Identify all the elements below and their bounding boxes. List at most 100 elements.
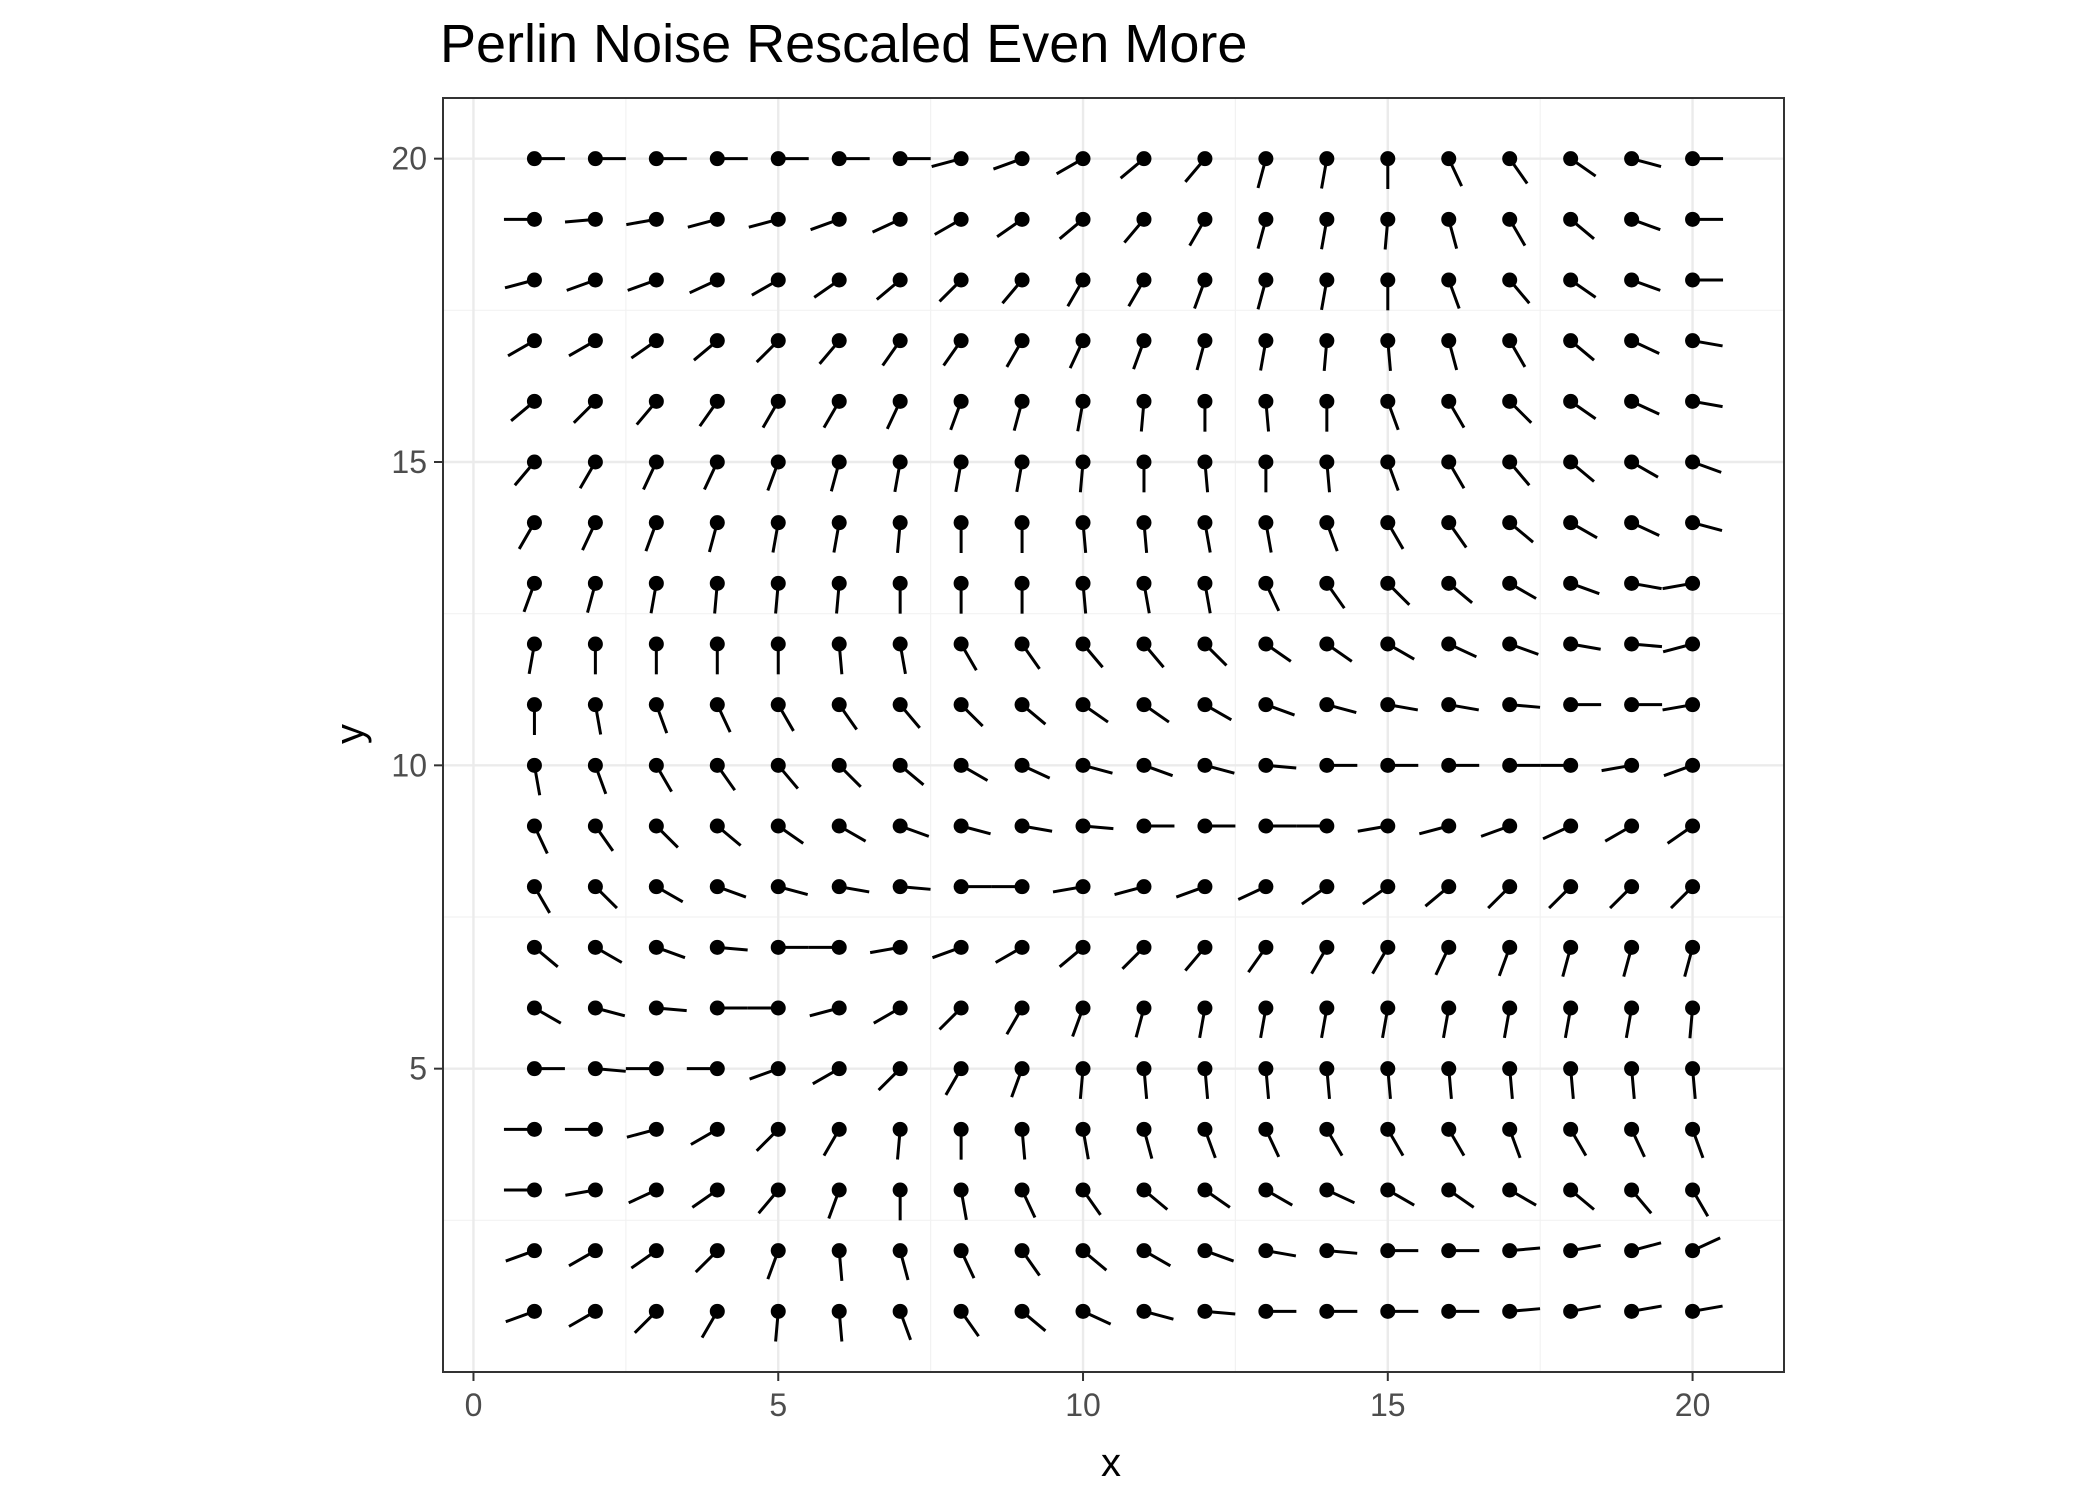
vector-point: [1319, 879, 1335, 895]
vector-point: [1136, 151, 1152, 167]
vector-point: [587, 211, 603, 227]
vector-point: [770, 515, 786, 531]
vector-point: [1014, 1000, 1030, 1016]
vector-point: [648, 211, 664, 227]
x-tick-label: 20: [1675, 1387, 1711, 1423]
vector-point: [526, 211, 542, 227]
vector-point: [1441, 272, 1457, 288]
vector-point: [1563, 272, 1579, 288]
vector-point: [648, 636, 664, 652]
vector-point: [953, 879, 969, 895]
vector-point: [709, 515, 725, 531]
vector-point: [1441, 1121, 1457, 1137]
vector-point: [1563, 393, 1579, 409]
vector-point: [1685, 1243, 1701, 1259]
vector-point: [1380, 211, 1396, 227]
vector-point: [953, 515, 969, 531]
vector-point: [1319, 818, 1335, 834]
vector-point: [1075, 697, 1091, 713]
vector-point: [1441, 1182, 1457, 1198]
vector-point: [1136, 1243, 1152, 1259]
vector-point: [1319, 393, 1335, 409]
vector-point: [587, 697, 603, 713]
vector-point: [1075, 757, 1091, 773]
vector-point: [1380, 151, 1396, 167]
vector-point: [1563, 1121, 1579, 1137]
vector-point: [1380, 1182, 1396, 1198]
vector-point: [1136, 393, 1152, 409]
vector-point: [1624, 757, 1640, 773]
vector-point: [648, 272, 664, 288]
vector-point: [1014, 697, 1030, 713]
vector-point: [1075, 1000, 1091, 1016]
vector-point: [1502, 1061, 1518, 1077]
vector-point: [1319, 939, 1335, 955]
vector-point: [1624, 575, 1640, 591]
x-tick-label: 5: [769, 1387, 787, 1423]
vector-point: [1380, 575, 1396, 591]
vector-point: [831, 515, 847, 531]
vector-point: [648, 515, 664, 531]
vector-point: [953, 151, 969, 167]
vector-point: [587, 1303, 603, 1319]
vector-point: [1685, 272, 1701, 288]
vector-point: [1563, 757, 1579, 773]
vector-point: [1319, 1121, 1335, 1137]
vector-point: [1502, 575, 1518, 591]
vector-point: [1014, 939, 1030, 955]
vector-point: [526, 1243, 542, 1259]
vector-point: [709, 454, 725, 470]
vector-point: [526, 575, 542, 591]
vector-point: [831, 151, 847, 167]
vector-point: [526, 515, 542, 531]
y-tick-label: 5: [409, 1051, 427, 1087]
vector-point: [770, 939, 786, 955]
vector-point: [1197, 879, 1213, 895]
vector-point: [587, 1182, 603, 1198]
vector-point: [1563, 151, 1579, 167]
vector-point: [892, 879, 908, 895]
vector-point: [1014, 1243, 1030, 1259]
vector-point: [648, 1000, 664, 1016]
vector-point: [1563, 1061, 1579, 1077]
vector-point: [1075, 515, 1091, 531]
vector-point: [1258, 575, 1274, 591]
vector-point: [1441, 1061, 1457, 1077]
vector-point: [1258, 333, 1274, 349]
vector-point: [1258, 515, 1274, 531]
vector-point: [770, 1121, 786, 1137]
vector-point: [1319, 1061, 1335, 1077]
vector-point: [1441, 697, 1457, 713]
vector-point: [892, 393, 908, 409]
vector-point: [587, 151, 603, 167]
vector-point: [1685, 515, 1701, 531]
vector-point: [1258, 1000, 1274, 1016]
vector-point: [648, 393, 664, 409]
vector-point: [1685, 575, 1701, 591]
vector-point: [1258, 879, 1274, 895]
vector-point: [587, 757, 603, 773]
vector-point: [709, 636, 725, 652]
vector-point: [1197, 272, 1213, 288]
vector-point: [1075, 1121, 1091, 1137]
vector-point: [1258, 272, 1274, 288]
vector-point: [1624, 879, 1640, 895]
vector-point: [709, 1303, 725, 1319]
vector-point: [1502, 879, 1518, 895]
vector-point: [587, 939, 603, 955]
vector-point: [1441, 1303, 1457, 1319]
vector-point: [709, 575, 725, 591]
vector-point: [1197, 1303, 1213, 1319]
vector-point: [526, 697, 542, 713]
vector-point: [1380, 1061, 1396, 1077]
vector-point: [1075, 939, 1091, 955]
vector-point: [770, 151, 786, 167]
vector-point: [1685, 1121, 1701, 1137]
vector-point: [1075, 393, 1091, 409]
vector-point: [1258, 393, 1274, 409]
vector-point: [831, 333, 847, 349]
vector-point: [953, 697, 969, 713]
y-tick-label: 10: [391, 747, 427, 783]
vector-point: [1563, 636, 1579, 652]
